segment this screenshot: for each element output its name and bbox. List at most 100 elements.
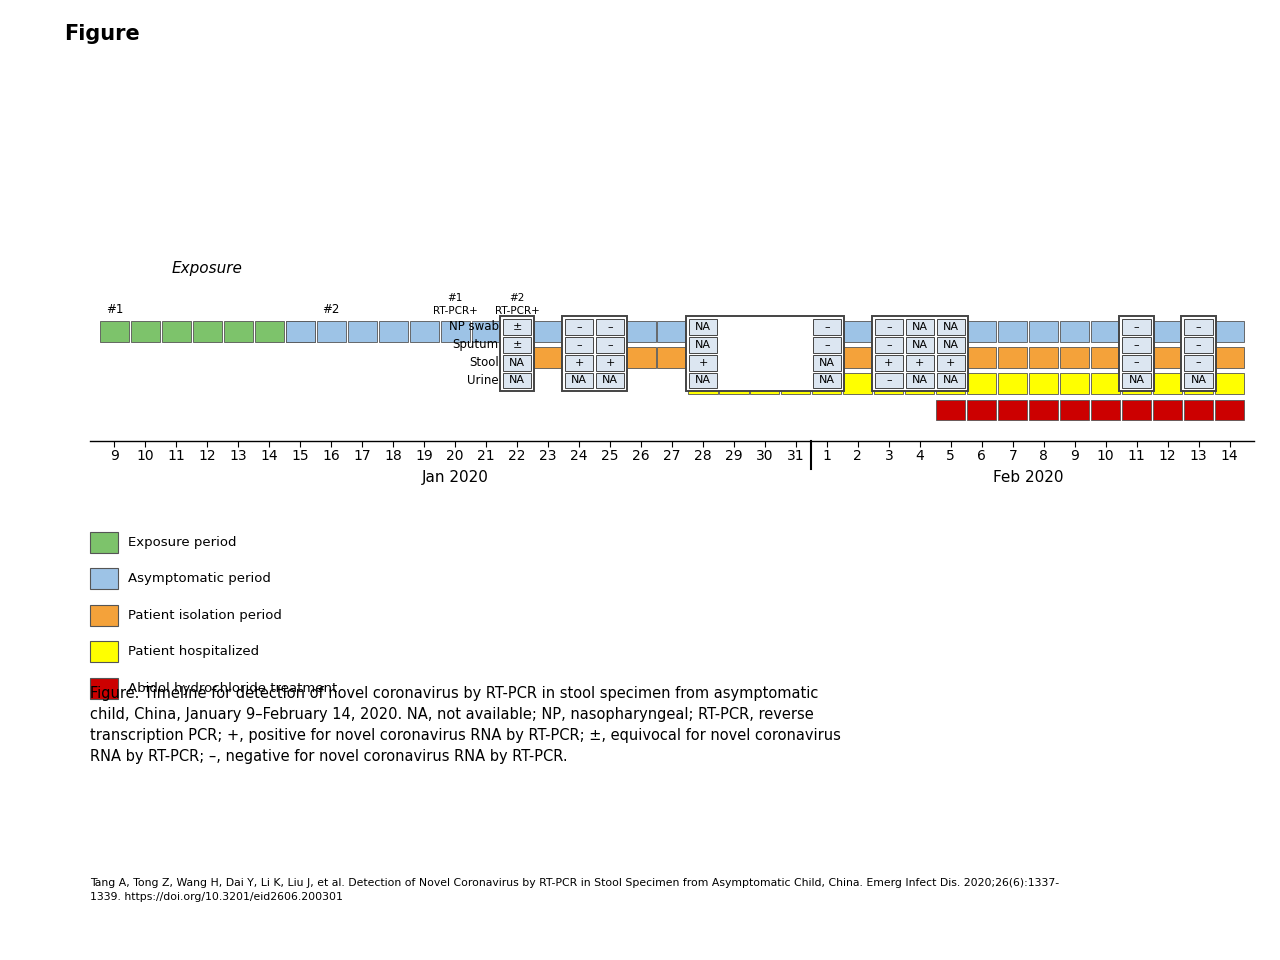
Bar [998, 399, 1028, 420]
Bar [161, 322, 191, 342]
Bar [813, 372, 841, 389]
Bar [689, 337, 717, 352]
Bar [689, 322, 718, 342]
Bar [503, 348, 531, 369]
Bar [844, 322, 873, 342]
Text: NA: NA [571, 375, 588, 386]
Text: –: – [1134, 357, 1139, 368]
Text: NA: NA [943, 375, 959, 386]
Bar [564, 372, 594, 389]
Bar [689, 319, 717, 335]
Text: Exposure: Exposure [172, 261, 243, 276]
Bar [719, 373, 749, 395]
Text: NP swab: NP swab [448, 321, 498, 333]
Bar [905, 348, 934, 369]
Bar [534, 348, 563, 369]
Bar [719, 322, 749, 342]
Text: NA: NA [819, 375, 835, 386]
Bar [503, 372, 531, 389]
Bar [936, 373, 965, 395]
Bar [1119, 316, 1155, 392]
Bar [1184, 319, 1213, 335]
Text: Figure. Timeline for detection of novel coronavirus by RT-PCR in stool specimen : Figure. Timeline for detection of novel … [90, 686, 841, 764]
Text: Exposure period: Exposure period [128, 536, 237, 549]
Bar [874, 354, 904, 371]
Text: –: – [886, 340, 892, 349]
Text: NA: NA [911, 322, 928, 332]
Bar [905, 319, 934, 335]
Bar [564, 319, 594, 335]
Bar [937, 354, 965, 371]
Text: –: – [1134, 322, 1139, 332]
Text: –: – [886, 322, 892, 332]
Text: Asymptomatic period: Asymptomatic period [128, 572, 271, 586]
Text: ±: ± [512, 322, 522, 332]
Bar [440, 322, 470, 342]
Bar [813, 319, 841, 335]
Text: NA: NA [509, 375, 525, 386]
Text: –: – [1196, 357, 1202, 368]
Text: NA: NA [509, 357, 525, 368]
Text: Patient isolation period: Patient isolation period [128, 609, 282, 622]
Bar [781, 373, 810, 395]
Text: Feb 2020: Feb 2020 [993, 470, 1064, 485]
Bar [813, 348, 841, 369]
Bar [255, 322, 284, 342]
Bar [410, 322, 439, 342]
Text: #1
RT-PCR+: #1 RT-PCR+ [433, 293, 477, 316]
Text: NA: NA [1129, 375, 1144, 386]
Text: NA: NA [943, 322, 959, 332]
Text: –: – [1196, 322, 1202, 332]
Bar [471, 322, 500, 342]
Bar [658, 322, 686, 342]
Bar [658, 348, 686, 369]
Bar [998, 322, 1028, 342]
Bar [1060, 322, 1089, 342]
Bar [998, 373, 1028, 395]
Bar [595, 348, 625, 369]
Bar [813, 373, 841, 395]
Text: ±: ± [512, 340, 522, 349]
Text: –: – [824, 322, 829, 332]
Bar [874, 348, 904, 369]
Bar [781, 348, 810, 369]
Bar [1123, 322, 1151, 342]
Bar [874, 319, 904, 335]
Bar [874, 322, 904, 342]
Bar [689, 373, 718, 395]
Bar [379, 322, 408, 342]
Bar [905, 372, 934, 389]
Text: Abidol hydrochloride treatment: Abidol hydrochloride treatment [128, 682, 337, 695]
Text: NA: NA [602, 375, 618, 386]
Bar [905, 354, 934, 371]
Bar [936, 399, 965, 420]
Bar [813, 354, 841, 371]
Text: –: – [824, 340, 829, 349]
Bar [1123, 372, 1151, 389]
Bar [750, 348, 780, 369]
Bar [1184, 337, 1213, 352]
Text: Figure: Figure [64, 24, 140, 44]
Bar [1123, 319, 1151, 335]
Bar [499, 316, 535, 392]
Bar [1153, 399, 1183, 420]
Bar [998, 348, 1028, 369]
Bar [1029, 399, 1059, 420]
Text: NA: NA [695, 340, 710, 349]
Bar [1215, 322, 1244, 342]
Bar [1091, 348, 1120, 369]
Text: Tang A, Tong Z, Wang H, Dai Y, Li K, Liu J, et al. Detection of Novel Coronaviru: Tang A, Tong Z, Wang H, Dai Y, Li K, Liu… [90, 878, 1059, 901]
Text: Jan 2020: Jan 2020 [421, 470, 489, 485]
Bar [1181, 316, 1216, 392]
Bar [564, 322, 594, 342]
Bar [595, 354, 625, 371]
Bar [937, 337, 965, 352]
Bar [131, 322, 160, 342]
Bar [595, 337, 625, 352]
Bar [534, 322, 563, 342]
Bar [872, 316, 968, 392]
Bar [1091, 399, 1120, 420]
Bar [1060, 348, 1089, 369]
Bar [348, 322, 376, 342]
Bar [844, 373, 873, 395]
